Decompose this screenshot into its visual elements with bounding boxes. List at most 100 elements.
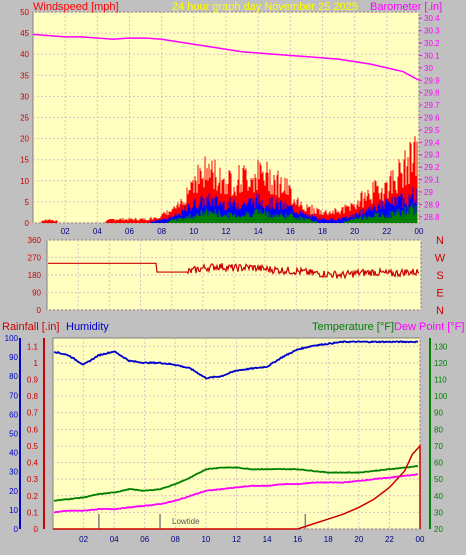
x-tick-label: 06: [140, 535, 149, 544]
compass-label: W: [435, 253, 446, 265]
y-tick-label: 90: [32, 289, 41, 298]
wind-barometer-series: [32, 33, 420, 223]
y-humidity-tick-label: 90: [9, 353, 18, 362]
y-humidity-tick-label: 10: [9, 506, 18, 515]
chart-title: 24 hour graph day November 25 2025: [172, 1, 358, 13]
y-temp-tick-label: 60: [434, 459, 443, 468]
y-tick-label: 40: [20, 50, 29, 59]
y-rain-tick-label: 0.8: [27, 392, 39, 401]
x-tick-label: 18: [318, 227, 327, 236]
y-rain-tick-label: 0.3: [27, 475, 39, 484]
lowtide-annotation: Lowtide: [172, 517, 200, 526]
y-rain-tick-label: 1: [34, 359, 39, 368]
x-tick-label: 08: [171, 535, 180, 544]
y-temp-tick-label: 50: [434, 475, 443, 484]
compass-label: E: [436, 288, 443, 300]
x-tick-label: 16: [286, 227, 295, 236]
x-tick-label: 10: [189, 227, 198, 236]
y-temp-tick-label: 90: [434, 409, 443, 418]
humidity-line: [53, 340, 419, 380]
y-temp-tick-label: 40: [434, 492, 443, 501]
rainfall-line: [53, 444, 421, 530]
y-humidity-tick-label: 50: [9, 430, 18, 439]
y-tick-label: 360: [28, 236, 42, 245]
temp-humidity-axes: 203040506070809010011012013000.10.20.30.…: [5, 334, 448, 544]
compass-label: N: [436, 305, 444, 317]
y2-tick-label: 30: [424, 64, 433, 73]
y2-tick-label: 29.4: [424, 138, 440, 147]
compass-label: S: [436, 270, 443, 282]
barometer-line: [32, 33, 420, 81]
y-tick-label: 15: [20, 156, 29, 165]
x-tick-label: 12: [232, 535, 241, 544]
y2-tick-label: 29.3: [424, 151, 440, 160]
x-tick-label: 00: [416, 535, 425, 544]
x-tick-label: 04: [93, 227, 102, 236]
dewpoint-line: [53, 473, 419, 514]
y2-tick-label: 29.7: [424, 101, 440, 110]
y2-tick-label: 30.4: [424, 14, 440, 23]
y-temp-tick-label: 30: [434, 508, 443, 517]
y-rain-tick-label: 0.7: [27, 409, 39, 418]
y-temp-tick-label: 100: [434, 392, 448, 401]
dewpoint-axis-title: Dew Point [°F]: [394, 321, 464, 333]
x-tick-label: 10: [201, 535, 210, 544]
y-tick-label: 10: [20, 177, 29, 186]
rainfall-axis-title: Rainfall [.in]: [2, 321, 59, 333]
x-tick-label: 00: [415, 227, 424, 236]
humidity-axis-title: Humidity: [66, 321, 109, 333]
y-humidity-tick-label: 30: [9, 468, 18, 477]
y-temp-tick-label: 110: [434, 376, 447, 385]
x-tick-label: 22: [385, 535, 394, 544]
y2-tick-label: 30.1: [424, 51, 440, 60]
y-temp-tick-label: 80: [434, 425, 443, 434]
y2-tick-label: 29.8: [424, 89, 440, 98]
y-rain-tick-label: 0.5: [27, 442, 39, 451]
wind-direction-line: [48, 262, 420, 280]
x-tick-label: 20: [350, 227, 359, 236]
x-tick-label: 20: [354, 535, 363, 544]
windspeed-axis-title: Windspeed [mph]: [33, 1, 119, 13]
temperature-line: [53, 465, 419, 502]
barometer-axis-title: Barometer [.in]: [370, 1, 442, 13]
x-tick-label: 02: [79, 535, 88, 544]
y-tick-label: 20: [20, 135, 29, 144]
y-humidity-tick-label: 70: [9, 391, 18, 400]
y-tick-label: 0: [25, 219, 30, 228]
y-humidity-tick-label: 60: [9, 410, 18, 419]
y-tick-label: 50: [20, 8, 29, 17]
y-temp-tick-label: 130: [434, 342, 448, 351]
y-temp-tick-label: 20: [434, 525, 443, 534]
compass-label: N: [436, 235, 444, 247]
y2-tick-label: 29: [424, 188, 433, 197]
y-temp-tick-label: 70: [434, 442, 443, 451]
y-rain-tick-label: 0.1: [27, 508, 39, 517]
x-tick-label: 02: [61, 227, 70, 236]
y2-tick-label: 29.6: [424, 114, 440, 123]
y-humidity-tick-label: 0: [14, 525, 19, 534]
y-tick-label: 25: [20, 114, 29, 123]
y-rain-tick-label: 0.6: [27, 425, 39, 434]
y2-tick-label: 29.2: [424, 163, 440, 172]
y2-tick-label: 29.1: [424, 176, 440, 185]
wind-barometer-axes: 0 5 10 15 20 25 30 35 40 45 50 28.8 28.9 29 29.1 29.2 29…: [20, 8, 440, 236]
y-tick-label: 5: [25, 198, 30, 207]
y-temp-tick-label: 120: [434, 359, 448, 368]
y2-tick-label: 29.9: [424, 76, 440, 85]
y-humidity-tick-label: 100: [5, 334, 19, 343]
x-tick-label: 06: [125, 227, 134, 236]
x-tick-label: 08: [157, 227, 166, 236]
direction-series: [48, 262, 420, 280]
y2-tick-label: 30.2: [424, 39, 440, 48]
y-tick-label: 30: [20, 92, 29, 101]
y2-tick-label: 30.3: [424, 27, 440, 36]
y-rain-tick-label: 0: [34, 525, 39, 534]
y-rain-tick-label: 1.1: [27, 342, 39, 351]
y-humidity-tick-label: 20: [9, 487, 18, 496]
temperature-axis-title: Temperature [°F]: [312, 321, 394, 333]
x-tick-label: 14: [263, 535, 272, 544]
y2-tick-label: 28.9: [424, 200, 440, 209]
temp-humidity-series: [53, 340, 421, 530]
y-tick-label: 180: [28, 271, 42, 280]
